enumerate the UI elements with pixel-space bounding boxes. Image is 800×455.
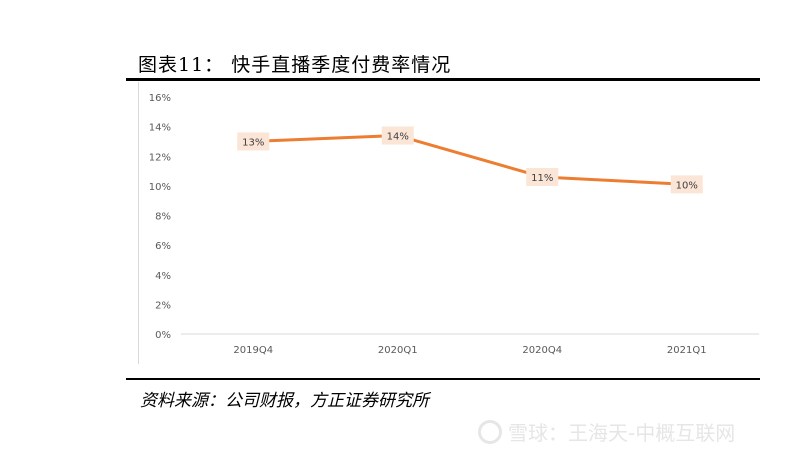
data-label-box bbox=[670, 175, 703, 194]
watermark: 雪球：王海天-中概互联网 bbox=[478, 417, 735, 446]
source-note: 资料来源：公司财报，方正证券研究所 bbox=[140, 391, 429, 411]
data-label-box bbox=[526, 167, 559, 186]
y-tick-label: 2% bbox=[155, 300, 171, 311]
chart-title: 图表11： 快手直播季度付费率情况 bbox=[138, 54, 452, 76]
line-chart: 0% 2% 4% 6% 8% 10% 12% 14% 16% 2019Q4 2020Q1 2020Q4… bbox=[149, 93, 759, 356]
source-rule bbox=[126, 378, 760, 380]
x-tick-label: 2020Q1 bbox=[378, 345, 418, 356]
data-label-box bbox=[237, 132, 270, 151]
y-tick-label: 12% bbox=[149, 152, 171, 163]
data-label: 11% bbox=[531, 173, 553, 184]
watermark-text: 雪球：王海天-中概互联网 bbox=[508, 421, 736, 445]
x-tick-label: 2020Q4 bbox=[522, 345, 562, 356]
y-tick-label: 10% bbox=[149, 182, 171, 193]
y-tick-label: 4% bbox=[155, 271, 171, 282]
y-tick-label: 6% bbox=[155, 241, 171, 252]
x-tick-label: 2019Q4 bbox=[233, 345, 273, 356]
y-tick-label: 0% bbox=[155, 330, 171, 341]
data-label-box bbox=[381, 126, 414, 145]
data-label: 13% bbox=[242, 137, 264, 148]
chart-area: 0% 2% 4% 6% 8% 10% 12% 14% 16% 2019Q4 2020Q1 2020Q4… bbox=[138, 82, 761, 364]
series-line bbox=[253, 134, 687, 186]
data-label: 10% bbox=[676, 180, 698, 191]
y-tick-label: 16% bbox=[149, 93, 171, 104]
title-rule bbox=[126, 78, 760, 81]
x-tick-label: 2021Q1 bbox=[667, 345, 707, 356]
y-tick-label: 8% bbox=[155, 212, 171, 223]
y-tick-label: 14% bbox=[149, 123, 171, 134]
snowball-logo-icon bbox=[478, 419, 502, 444]
data-label: 14% bbox=[387, 132, 409, 143]
